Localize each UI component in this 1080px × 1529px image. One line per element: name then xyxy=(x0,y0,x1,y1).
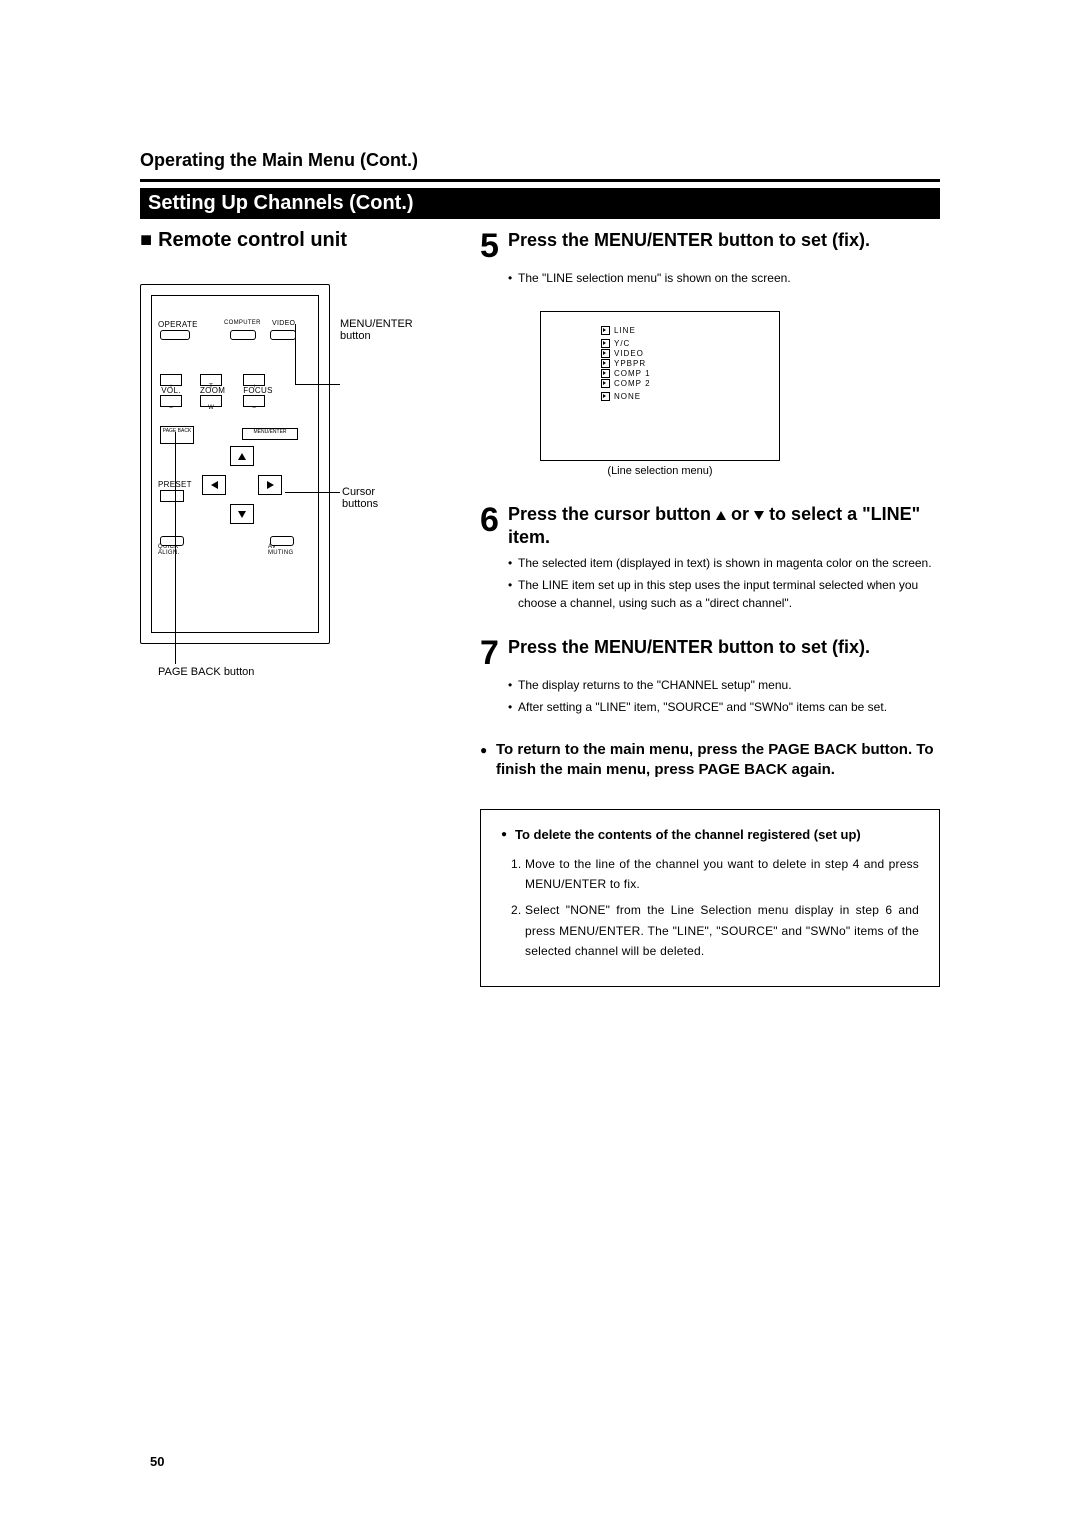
delete-step: Move to the line of the channel you want… xyxy=(525,854,919,895)
vol-plus: + xyxy=(160,374,182,386)
menu-item: NONE xyxy=(614,392,641,401)
callout-line2 xyxy=(285,492,340,493)
down-triangle-icon xyxy=(754,511,764,520)
label-video: VIDEO xyxy=(272,320,295,327)
label-computer: COMPUTER xyxy=(224,320,261,326)
menu-enter-label: MENU/ENTER xyxy=(243,429,297,435)
right-icon xyxy=(267,481,274,489)
cursor-left xyxy=(202,475,226,495)
menu-item: COMP 2 xyxy=(614,379,651,388)
rule xyxy=(140,179,940,182)
step-bullet: The selected item (displayed in text) is… xyxy=(508,554,940,572)
step-number: 7 xyxy=(480,636,508,670)
menu-arrow-icon xyxy=(601,339,610,348)
menu-item: Y/C xyxy=(614,339,630,348)
delete-box-title: To delete the contents of the channel re… xyxy=(501,826,919,844)
focus-minus: – xyxy=(243,395,265,407)
callout-page-back: PAGE BACK button xyxy=(158,666,254,678)
callout-cursor: Cursor buttons xyxy=(342,486,400,510)
operate-button xyxy=(160,330,190,340)
step-bullet: After setting a "LINE" item, "SOURCE" an… xyxy=(508,698,940,716)
menu-enter-button: MENU/ENTER xyxy=(242,428,298,440)
step-6: 6 Press the cursor button or to select a… xyxy=(480,503,940,548)
down-icon xyxy=(238,511,246,518)
menu-arrow-icon xyxy=(601,349,610,358)
callout-menu-enter: MENU/ENTER button xyxy=(340,318,420,342)
menu-caption: (Line selection menu) xyxy=(540,465,780,477)
line-selection-menu: LINE Y/C VIDEO YPBPR COMP 1 COMP 2 NONE xyxy=(540,311,780,461)
left-title: Remote control unit xyxy=(140,229,450,252)
section-bar: Setting Up Channels (Cont.) xyxy=(140,188,940,219)
return-note: To return to the main menu, press the PA… xyxy=(480,740,940,781)
step-7-body: The display returns to the "CHANNEL setu… xyxy=(508,676,940,716)
label-focus: FOCUS xyxy=(243,386,273,395)
step-number: 5 xyxy=(480,229,508,263)
step-bullet: The "LINE selection menu" is shown on th… xyxy=(508,269,940,287)
zoom-t: T xyxy=(200,374,222,386)
step-title-part: or xyxy=(726,504,754,524)
remote-diagram: OPERATE COMPUTER VIDEO + VOL. – xyxy=(140,264,400,684)
page-number: 50 xyxy=(150,1454,164,1469)
page-header: Operating the Main Menu (Cont.) xyxy=(140,150,940,171)
step-title: Press the MENU/ENTER button to set (fix)… xyxy=(508,229,870,263)
step-bullet: The display returns to the "CHANNEL setu… xyxy=(508,676,940,694)
up-icon xyxy=(238,453,246,460)
page-back-label: PAGE BACK xyxy=(161,427,193,435)
callout-line xyxy=(295,384,340,385)
step-5: 5 Press the MENU/ENTER button to set (fi… xyxy=(480,229,940,263)
menu-item: YPBPR xyxy=(614,359,646,368)
label-operate: OPERATE xyxy=(158,320,198,329)
step-6-body: The selected item (displayed in text) is… xyxy=(508,554,940,612)
cursor-right xyxy=(258,475,282,495)
menu-arrow-icon xyxy=(601,359,610,368)
preset-button xyxy=(160,490,184,502)
menu-item: VIDEO xyxy=(614,349,644,358)
focus-plus: + xyxy=(243,374,265,386)
step-7: 7 Press the MENU/ENTER button to set (fi… xyxy=(480,636,940,670)
vol-minus: – xyxy=(160,395,182,407)
cursor-down xyxy=(230,504,254,524)
label-zoom: ZOOM xyxy=(200,386,225,395)
av-muting-button xyxy=(270,536,294,546)
step-number: 6 xyxy=(480,503,508,548)
step-bullet: The LINE item set up in this step uses t… xyxy=(508,576,940,612)
left-icon xyxy=(211,481,218,489)
quick-align-button xyxy=(160,536,184,546)
step-5-body: The "LINE selection menu" is shown on th… xyxy=(508,269,940,287)
callout-line3 xyxy=(175,432,176,664)
step-title: Press the MENU/ENTER button to set (fix)… xyxy=(508,636,870,670)
video-button xyxy=(270,330,296,340)
delete-box: To delete the contents of the channel re… xyxy=(480,809,940,987)
zoom-w: W xyxy=(200,395,222,407)
computer-button xyxy=(230,330,256,340)
menu-arrow-icon xyxy=(601,379,610,388)
delete-step: Select "NONE" from the Line Selection me… xyxy=(525,900,919,961)
cursor-up xyxy=(230,446,254,466)
up-triangle-icon xyxy=(716,511,726,520)
menu-arrow-icon xyxy=(601,392,610,401)
menu-item: COMP 1 xyxy=(614,369,651,378)
menu-arrow-icon xyxy=(601,369,610,378)
label-vol: VOL. xyxy=(160,386,182,395)
step-title: Press the cursor button or to select a "… xyxy=(508,503,940,548)
menu-arrow-icon xyxy=(601,326,610,335)
callout-line-v xyxy=(295,324,296,384)
step-title-part: Press the cursor button xyxy=(508,504,716,524)
menu-item: LINE xyxy=(614,326,636,335)
page-back-button: PAGE BACK xyxy=(160,426,194,444)
